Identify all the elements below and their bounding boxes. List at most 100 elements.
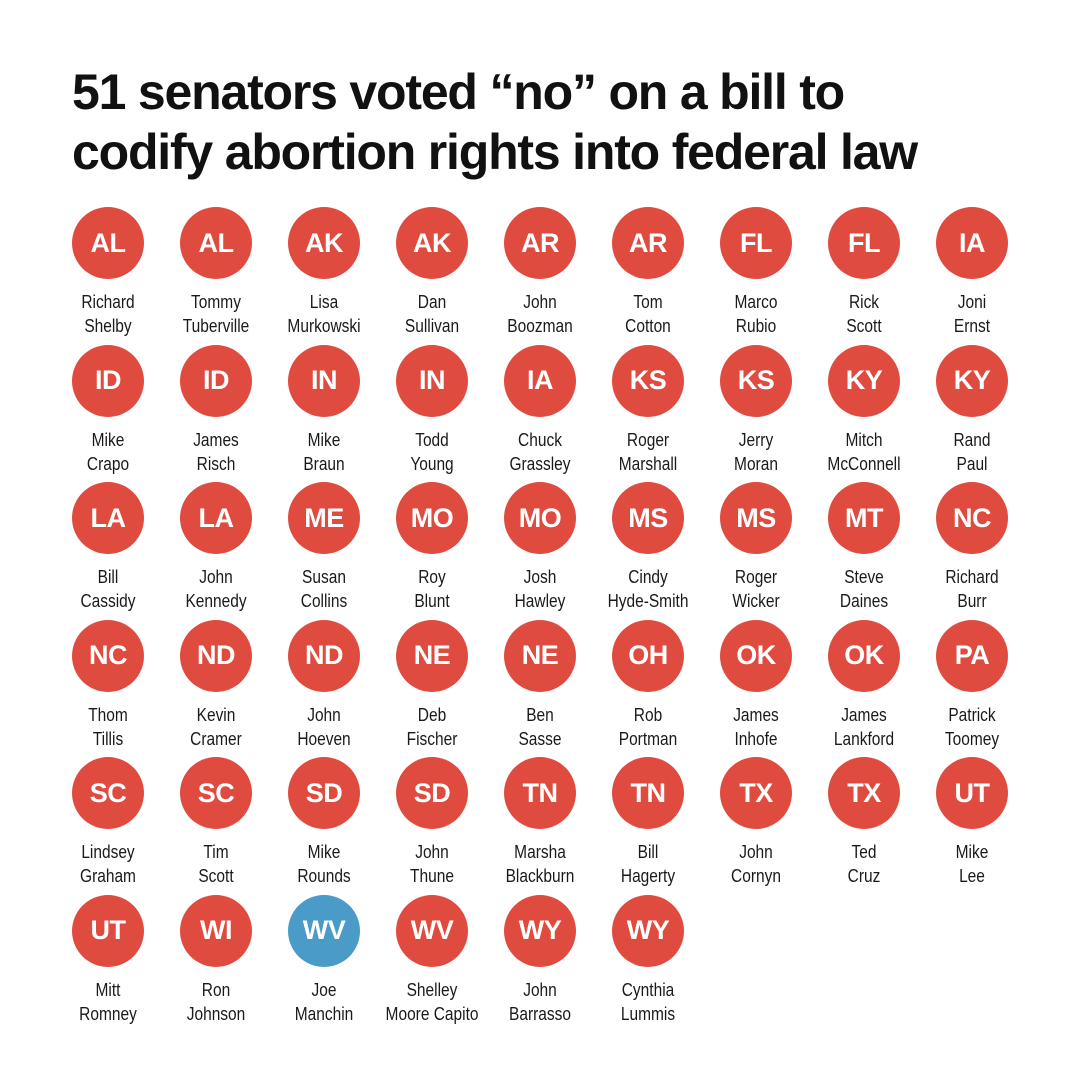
state-badge: IA	[936, 207, 1008, 279]
senator-first-name: Mitch	[845, 429, 883, 450]
state-badge: WV	[396, 894, 468, 967]
senator-first-name: Todd	[415, 429, 449, 450]
senator-item: SD John Thune	[378, 757, 486, 888]
senator-item: AR Tom Cotton	[594, 207, 702, 338]
senator-last-name: Young	[410, 453, 454, 474]
senator-name: John Thune	[386, 840, 479, 888]
senator-item: MO Roy Blunt	[378, 482, 486, 613]
senator-name: Susan Collins	[278, 565, 371, 613]
senator-item: FL Marco Rubio	[702, 207, 810, 338]
state-badge: AL	[72, 207, 144, 279]
senator-item: KS Roger Marshall	[594, 344, 702, 476]
senator-name: Bill Cassidy	[62, 565, 155, 613]
senator-name: Mike Crapo	[62, 428, 155, 476]
state-badge: TN	[612, 757, 684, 829]
senator-first-name: James	[193, 429, 239, 450]
senator-name: Mike Lee	[926, 840, 1019, 888]
senator-last-name: Shelby	[84, 316, 132, 336]
state-badge: TN	[504, 757, 576, 829]
senator-name: Cynthia Lummis	[602, 978, 695, 1026]
senator-name: Roy Blunt	[386, 565, 479, 613]
senator-item: WY John Barrasso	[486, 894, 594, 1026]
senator-last-name: Cramer	[190, 728, 242, 749]
state-badge: WY	[612, 894, 684, 967]
state-badge: OH	[612, 619, 684, 692]
senator-name: Dan Sullivan	[386, 290, 479, 338]
senator-last-name: Moore Capito	[385, 1003, 479, 1024]
senator-name: Rob Portman	[602, 703, 695, 751]
senator-last-name: Graham	[80, 866, 136, 886]
senator-item: MO Josh Hawley	[486, 482, 594, 613]
senator-first-name: Mitt	[95, 979, 121, 1000]
senator-item: LA Bill Cassidy	[54, 482, 162, 613]
senator-name: Steve Daines	[818, 565, 911, 613]
senator-first-name: John	[415, 842, 449, 862]
senator-first-name: Rob	[633, 704, 663, 725]
senator-last-name: Cornyn	[731, 866, 781, 886]
state-badge: SC	[72, 757, 144, 829]
state-badge: ID	[180, 344, 252, 417]
headline-line-2: codify abortion rights into federal law	[72, 124, 918, 180]
senator-name: Todd Young	[386, 428, 479, 476]
senator-item: UT Mike Lee	[918, 757, 1026, 888]
senator-item: PA Patrick Toomey	[918, 619, 1026, 751]
state-badge: NE	[504, 619, 576, 692]
state-badge: KS	[612, 344, 684, 417]
senator-last-name: Boozman	[507, 316, 573, 336]
senator-last-name: Risch	[196, 453, 236, 474]
senator-last-name: Scott	[846, 316, 882, 336]
state-badge: IN	[288, 344, 360, 417]
state-badge: IA	[504, 344, 576, 417]
state-badge: ME	[288, 482, 360, 554]
senator-item: AR John Boozman	[486, 207, 594, 338]
headline-line-1: 51 senators voted “no” on a bill to	[72, 64, 845, 120]
senator-name: Joni Ernst	[926, 290, 1019, 338]
senator-item: FL Rick Scott	[810, 207, 918, 338]
senator-item: OH Rob Portman	[594, 619, 702, 751]
senator-last-name: Toomey	[944, 728, 1000, 749]
senator-name: Lindsey Graham	[62, 840, 155, 888]
senator-item: AL Tommy Tuberville	[162, 207, 270, 338]
senator-name: John Boozman	[494, 290, 587, 338]
senator-name: Rand Paul	[926, 428, 1019, 476]
senator-name: Richard Burr	[926, 565, 1019, 613]
senator-item: MT Steve Daines	[810, 482, 918, 613]
senator-name: Marsha Blackburn	[494, 840, 587, 888]
senator-last-name: Romney	[79, 1003, 137, 1024]
senator-last-name: Blunt	[414, 591, 450, 611]
senator-name: Ted Cruz	[818, 840, 911, 888]
senator-last-name: Rubio	[735, 316, 777, 336]
senator-last-name: Kennedy	[185, 591, 247, 611]
senator-first-name: Tommy	[191, 292, 241, 312]
senator-first-name: Deb	[417, 704, 447, 725]
senator-first-name: Mike	[91, 429, 125, 450]
senator-last-name: Ernst	[953, 316, 991, 336]
state-badge: MO	[396, 482, 468, 554]
headline: 51 senators voted “no” on a bill to codi…	[72, 62, 918, 182]
senator-item: NC Thom Tillis	[54, 619, 162, 751]
senator-name: James Lankford	[818, 703, 911, 751]
senator-first-name: Ted	[851, 842, 877, 862]
senator-last-name: Sullivan	[404, 316, 460, 336]
senator-item: IA Joni Ernst	[918, 207, 1026, 338]
senator-last-name: Cotton	[625, 316, 671, 336]
senator-first-name: Susan	[302, 567, 346, 587]
state-badge: KY	[828, 344, 900, 417]
senator-item: NE Ben Sasse	[486, 619, 594, 751]
senator-first-name: Patrick	[948, 704, 996, 725]
senator-name: Richard Shelby	[62, 290, 155, 338]
senator-first-name: Steve	[844, 567, 884, 587]
senator-first-name: Bill	[637, 842, 659, 862]
senator-item: WY Cynthia Lummis	[594, 894, 702, 1026]
senator-name: Rick Scott	[818, 290, 911, 338]
senator-name: Ben Sasse	[494, 703, 587, 751]
state-badge: ID	[72, 344, 144, 417]
senator-item: IA Chuck Grassley	[486, 344, 594, 476]
senator-first-name: Roy	[418, 567, 446, 587]
senator-last-name: Inhofe	[734, 728, 778, 749]
senator-item: TN Bill Hagerty	[594, 757, 702, 888]
senator-name: Tim Scott	[170, 840, 263, 888]
senator-last-name: Cassidy	[80, 591, 136, 611]
senator-name: Roger Wicker	[710, 565, 803, 613]
senator-first-name: Cynthia	[621, 979, 675, 1000]
